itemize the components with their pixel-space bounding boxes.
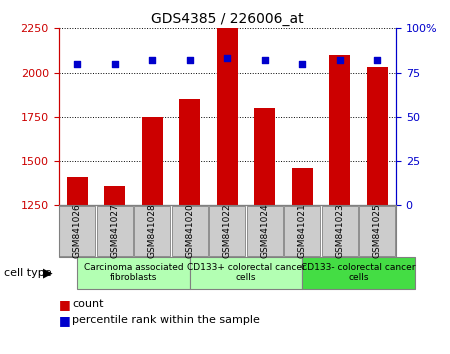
Bar [329, 55, 350, 205]
Text: GSM841025: GSM841025 [373, 204, 382, 258]
Point [299, 61, 306, 67]
Text: cell type: cell type [4, 268, 52, 278]
Text: GSM841021: GSM841021 [298, 204, 307, 258]
Text: GSM841023: GSM841023 [335, 204, 344, 258]
Point [186, 57, 194, 63]
Text: ■: ■ [58, 298, 70, 311]
Bar [254, 108, 275, 205]
Text: GSM841026: GSM841026 [73, 204, 82, 258]
Text: GSM841027: GSM841027 [110, 204, 119, 258]
Text: GSM841022: GSM841022 [223, 204, 232, 258]
Text: GSM841020: GSM841020 [185, 204, 194, 258]
Bar [104, 186, 125, 205]
Point [261, 57, 268, 63]
Bar [292, 168, 313, 205]
Text: GSM841028: GSM841028 [148, 204, 157, 258]
Point [111, 61, 118, 67]
Text: count: count [72, 299, 104, 309]
Point [148, 57, 156, 63]
Bar [67, 177, 88, 205]
Text: GSM841024: GSM841024 [260, 204, 269, 258]
Text: ■: ■ [58, 314, 70, 327]
Text: CD133- colorectal cancer
cells: CD133- colorectal cancer cells [301, 263, 416, 282]
Text: percentile rank within the sample: percentile rank within the sample [72, 315, 260, 325]
Point [336, 57, 343, 63]
Bar [367, 67, 387, 205]
Point [74, 61, 81, 67]
Point [224, 56, 231, 61]
Bar [217, 28, 238, 205]
Point [374, 57, 381, 63]
Text: Carcinoma associated
fibroblasts: Carcinoma associated fibroblasts [84, 263, 183, 282]
Bar [142, 117, 162, 205]
Text: CD133+ colorectal cancer
cells: CD133+ colorectal cancer cells [187, 263, 306, 282]
Text: ▶: ▶ [43, 266, 52, 279]
Bar [180, 99, 200, 205]
Title: GDS4385 / 226006_at: GDS4385 / 226006_at [151, 12, 304, 26]
